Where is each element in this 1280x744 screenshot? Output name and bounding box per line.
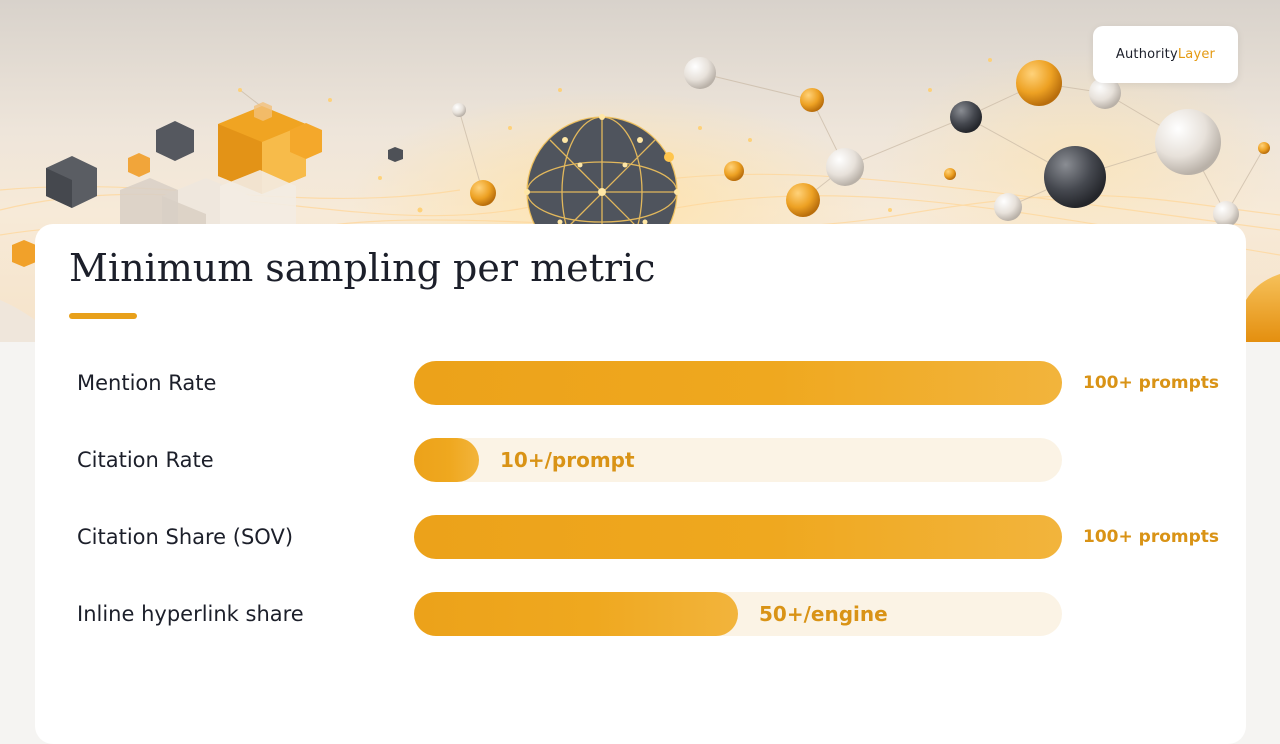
bar-fill: [414, 438, 479, 482]
category-label: Mention Rate: [77, 371, 217, 395]
bar-fill: [414, 515, 1062, 559]
bar-track: [414, 438, 1062, 482]
bar-track: [414, 592, 1062, 636]
value-label: 50+/engine: [759, 602, 888, 626]
category-label: Inline hyperlink share: [77, 602, 304, 626]
bar-row: Citation Rate 10+/prompt: [35, 438, 1246, 482]
title-accent-underline: [69, 313, 137, 319]
logo-text-part2: Layer: [1177, 47, 1216, 62]
value-label: 100+ prompts: [1083, 373, 1220, 393]
category-label: Citation Share (SOV): [77, 525, 294, 549]
bar-row: Inline hyperlink share 50+/engine: [35, 592, 1246, 636]
value-label: 10+/prompt: [500, 448, 635, 472]
value-label: 100+ prompts: [1083, 527, 1220, 547]
bar-row: Mention Rate 100+ prompts: [35, 361, 1246, 405]
bar-row: Citation Share (SOV) 100+ prompts: [35, 515, 1246, 559]
bar-chart: Mention Rate 100+ prompts Citation Rate 10+…: [35, 224, 1246, 744]
content-card: Minimum sampling per metric Mention Rate…: [35, 224, 1246, 744]
bar-track: [414, 515, 1062, 559]
authoritylayer-logo: Authority Layer: [1093, 26, 1238, 83]
category-label: Citation Rate: [77, 448, 214, 472]
bar-fill: [414, 361, 1062, 405]
page-title: Minimum sampling per metric: [69, 246, 656, 290]
logo-text-part1: Authority: [1115, 47, 1178, 62]
bar-fill: [414, 592, 738, 636]
bar-track: [414, 361, 1062, 405]
